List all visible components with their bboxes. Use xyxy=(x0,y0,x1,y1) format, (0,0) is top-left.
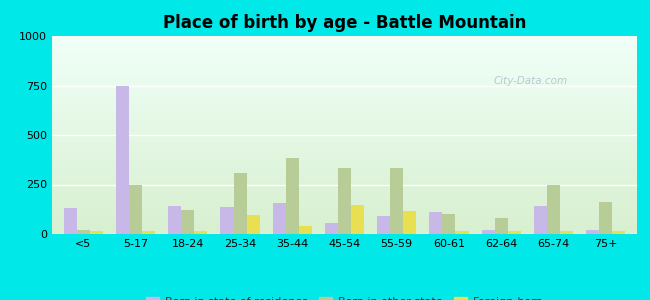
Bar xyxy=(338,168,351,234)
Bar xyxy=(181,210,194,234)
Text: City-Data.com: City-Data.com xyxy=(494,76,568,86)
Bar xyxy=(508,231,521,234)
Bar xyxy=(443,214,456,234)
Bar xyxy=(64,208,77,234)
Bar xyxy=(377,216,390,234)
Bar xyxy=(430,212,443,234)
Bar xyxy=(77,230,90,234)
Bar xyxy=(90,231,103,234)
Bar xyxy=(534,206,547,234)
Bar xyxy=(612,231,625,234)
Bar xyxy=(142,231,155,234)
Bar xyxy=(129,185,142,234)
Bar xyxy=(220,207,233,234)
Legend: Born in state of residence, Born in other state, Foreign-born: Born in state of residence, Born in othe… xyxy=(141,292,548,300)
Bar xyxy=(286,158,299,234)
Bar xyxy=(547,185,560,234)
Bar xyxy=(194,231,207,234)
Bar xyxy=(560,231,573,234)
Bar xyxy=(403,211,416,234)
Bar xyxy=(246,215,259,234)
Bar xyxy=(299,226,312,234)
Bar xyxy=(116,85,129,234)
Bar xyxy=(599,202,612,234)
Bar xyxy=(273,203,286,234)
Bar xyxy=(168,206,181,234)
Bar xyxy=(456,231,469,234)
Bar xyxy=(351,205,364,234)
Bar xyxy=(482,230,495,234)
Bar xyxy=(325,223,338,234)
Bar xyxy=(233,172,246,234)
Bar xyxy=(495,218,508,234)
Bar xyxy=(586,230,599,234)
Title: Place of birth by age - Battle Mountain: Place of birth by age - Battle Mountain xyxy=(162,14,526,32)
Bar xyxy=(390,168,403,234)
